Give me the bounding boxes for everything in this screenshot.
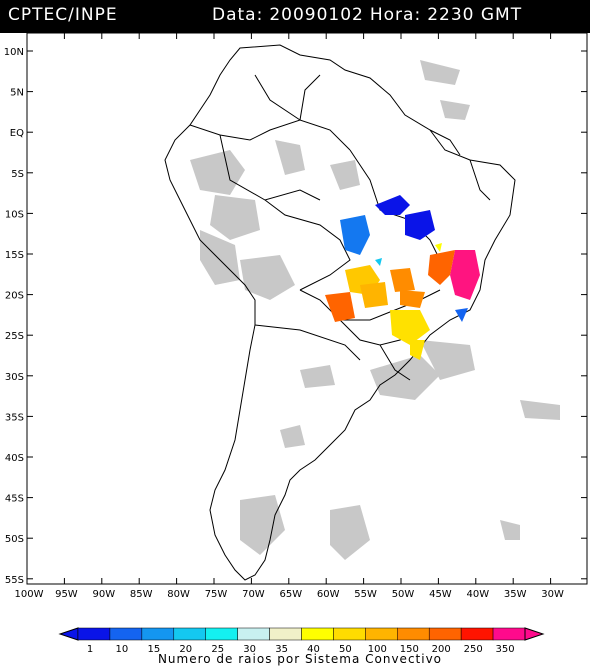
legend-swatch bbox=[492, 627, 526, 641]
legend-swatch bbox=[428, 627, 462, 641]
lon-label: 85W bbox=[130, 589, 153, 600]
legend-swatch bbox=[237, 627, 270, 641]
lat-label: 25S bbox=[5, 331, 24, 342]
legend-tick-label: 150 bbox=[400, 644, 419, 655]
lon-label: 45W bbox=[429, 589, 452, 600]
legend-arrow-left bbox=[58, 627, 79, 641]
legend-tick-label: 40 bbox=[307, 644, 320, 655]
lat-label: 50S bbox=[5, 534, 24, 545]
lon-label: 40W bbox=[466, 589, 489, 600]
datetime-label: Data: 20090102 Hora: 2230 GMT bbox=[212, 5, 528, 25]
source-label: CPTEC/INPE bbox=[8, 5, 118, 25]
lat-label: 55S bbox=[5, 575, 24, 586]
time-value: 2230 GMT bbox=[427, 5, 523, 25]
lat-label: 45S bbox=[5, 494, 24, 505]
legend-swatch bbox=[173, 627, 206, 641]
legend-swatch bbox=[460, 627, 494, 641]
legend-tick-label: 250 bbox=[464, 644, 483, 655]
lat-label: 5S bbox=[11, 169, 24, 180]
legend-swatch bbox=[397, 627, 430, 641]
lon-label: 50W bbox=[392, 589, 415, 600]
longitude-axis: 100W 95W 90W 85W 80W 75W 70W 65W 60W 55W 50W 45W 40W… bbox=[15, 33, 564, 600]
lat-label: 30S bbox=[5, 372, 24, 383]
lon-label: 100W bbox=[15, 589, 44, 600]
lat-label: 20S bbox=[5, 291, 24, 302]
coastline-layer bbox=[164, 44, 516, 581]
legend-tick-label: 15 bbox=[147, 644, 160, 655]
legend-swatch bbox=[301, 627, 334, 641]
legend-swatch bbox=[269, 627, 302, 641]
legend-tick-label: 350 bbox=[496, 644, 515, 655]
lon-label: 60W bbox=[317, 589, 340, 600]
legend-tick-label: 200 bbox=[432, 644, 451, 655]
lon-label: 55W bbox=[354, 589, 377, 600]
map-frame bbox=[26, 32, 588, 585]
latitude-axis: 10N 5N EQ 5S 10S 15S 20S 25S 30S 35S 40S 45S 50S 55S bbox=[4, 47, 587, 586]
legend-tick-label: 30 bbox=[243, 644, 256, 655]
lon-label: 70W bbox=[242, 589, 265, 600]
time-label: Hora: bbox=[369, 5, 422, 25]
lon-label: 30W bbox=[541, 589, 564, 600]
legend-tick-label: 35 bbox=[275, 644, 288, 655]
legend-swatch bbox=[333, 627, 366, 641]
legend-tick-label: 50 bbox=[339, 644, 352, 655]
lon-label: 65W bbox=[279, 589, 302, 600]
legend-swatch bbox=[109, 627, 143, 641]
convective-systems-layer bbox=[325, 195, 480, 360]
lon-label: 35W bbox=[504, 589, 527, 600]
date-value: 20090102 bbox=[269, 5, 364, 25]
legend-tick-label: 25 bbox=[211, 644, 224, 655]
cloud-cover-layer bbox=[190, 60, 560, 560]
lat-label: 10N bbox=[4, 47, 24, 58]
legend-tick-label: 1 bbox=[87, 644, 93, 655]
legend-title: Numero de raios por Sistema Convectivo bbox=[157, 652, 443, 666]
map-header: CPTEC/INPE Data: 20090102 Hora: 2230 GMT bbox=[0, 0, 590, 33]
legend-swatch bbox=[77, 627, 111, 641]
lon-label: 95W bbox=[55, 589, 78, 600]
lon-label: 80W bbox=[167, 589, 190, 600]
legend-swatch bbox=[141, 627, 175, 641]
lon-label: 75W bbox=[205, 589, 228, 600]
date-label: Data: bbox=[212, 5, 264, 25]
legend-swatch bbox=[365, 627, 398, 641]
lat-label: 40S bbox=[5, 453, 24, 464]
legend-tick-label: 10 bbox=[116, 644, 129, 655]
lat-label: 35S bbox=[5, 412, 24, 423]
legend-swatch bbox=[205, 627, 238, 641]
colorbar-legend: 1 10 15 20 25 30 35 40 50 100 150 200 250 350 bbox=[58, 627, 545, 655]
lat-label: EQ bbox=[10, 128, 24, 139]
lat-label: 10S bbox=[5, 209, 24, 220]
lon-label: 90W bbox=[92, 589, 115, 600]
lat-label: 15S bbox=[5, 250, 24, 261]
legend-tick-label: 100 bbox=[368, 644, 387, 655]
legend-arrow-right bbox=[524, 627, 545, 641]
legend-tick-label: 20 bbox=[179, 644, 192, 655]
lat-label: 5N bbox=[10, 88, 24, 99]
